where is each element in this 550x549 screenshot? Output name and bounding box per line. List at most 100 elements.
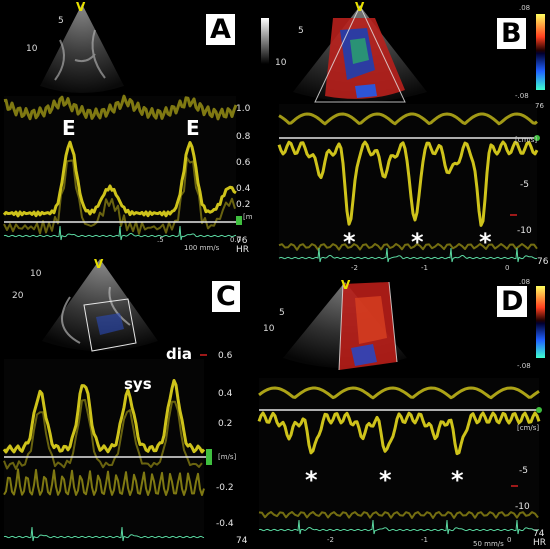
doppler-low-d bbox=[258, 511, 539, 519]
color-scale-bottom-d: -.08 bbox=[517, 362, 531, 370]
doppler-aliasing-a bbox=[3, 94, 238, 121]
depth-mark-c-20: 20 bbox=[12, 291, 24, 301]
star-d-1: * bbox=[305, 466, 318, 494]
doppler-positive-d bbox=[258, 386, 540, 400]
unit-c: [m/s] bbox=[218, 453, 237, 461]
time-tick-d-2: -1 bbox=[421, 536, 428, 544]
grayscale-bar-b bbox=[261, 18, 269, 64]
y-tick-c-3: 0.2 bbox=[218, 419, 233, 429]
heart-rate-value-d: 74 bbox=[533, 529, 545, 539]
doppler-envelope-b bbox=[277, 140, 539, 227]
time-tick-b-1: -2 bbox=[351, 264, 358, 272]
depth-mark-a-5: 5 bbox=[58, 16, 64, 26]
doppler-low-b bbox=[278, 243, 538, 251]
y-tick-d-2: -10 bbox=[515, 502, 530, 512]
y-tick-a-3: 0.6 bbox=[236, 158, 251, 168]
panel-label-a: A bbox=[206, 14, 235, 45]
doppler-envelope-d bbox=[257, 411, 541, 456]
panel-b: V 5 10 B .08 -.08 76 [cm/s] -5 -10 * * *… bbox=[255, 0, 550, 275]
y-tick-d-1: -5 bbox=[519, 466, 528, 476]
depth-mark-b-10: 10 bbox=[275, 58, 287, 68]
doppler-area-d bbox=[259, 378, 539, 528]
y-tick-c-2: 0.4 bbox=[218, 389, 233, 399]
ecg-trace-d bbox=[258, 519, 540, 535]
star-b-2: * bbox=[411, 228, 424, 256]
y-tick-c-4: -0.2 bbox=[216, 483, 234, 493]
baseline-marker-c bbox=[206, 449, 212, 465]
sweep-a: 100 mm/s bbox=[184, 244, 220, 252]
panel-d-graphics bbox=[257, 281, 545, 535]
depth-mark-a-10: 10 bbox=[26, 44, 38, 54]
sample-box-c bbox=[83, 298, 137, 352]
panel-label-d: D bbox=[497, 286, 528, 317]
panel-label-c: C bbox=[212, 281, 240, 312]
color-scale-bottom-b: -.08 bbox=[515, 92, 529, 100]
y-tick-a-5: 0.2 bbox=[236, 200, 251, 210]
unit-d: [cm/s] bbox=[517, 424, 540, 432]
y-tick-a-4: 0.4 bbox=[236, 184, 251, 194]
panel-a-graphics bbox=[2, 4, 242, 241]
ecg-trace-a bbox=[3, 225, 237, 241]
depth-mark-d-5: 5 bbox=[279, 308, 285, 318]
y-tick-c-1: 0.6 bbox=[218, 351, 233, 361]
baseline-marker-a bbox=[236, 216, 242, 225]
color-scale-d bbox=[536, 286, 545, 358]
doppler-envelope-c bbox=[2, 379, 206, 454]
dia-label: dia bbox=[166, 345, 193, 363]
time-tick-b-3: 0 bbox=[505, 264, 510, 272]
echo-sector-a bbox=[40, 4, 124, 93]
depth-mark-b-5: 5 bbox=[298, 26, 304, 36]
time-tick-d-1: -2 bbox=[327, 536, 334, 544]
panel-a: V 5 10 A E E 1.0 0.8 0.6 0.4 0.2 [m/s] .… bbox=[0, 0, 252, 254]
heart-rate-d: 74 HR bbox=[533, 529, 547, 549]
panel-c-graphics bbox=[2, 259, 212, 542]
doppler-trace-d bbox=[257, 386, 541, 519]
doppler-fill-c bbox=[3, 399, 203, 470]
e-wave-label-2: E bbox=[186, 116, 200, 140]
e-wave-label-1: E bbox=[62, 116, 76, 140]
heart-rate-a: 76 HR bbox=[236, 236, 250, 254]
echo-sector-c bbox=[42, 259, 158, 351]
time-tick-b-2: -1 bbox=[421, 264, 428, 272]
doppler-fill-a bbox=[3, 157, 236, 235]
doppler-trace-c bbox=[2, 379, 206, 496]
ecg-trace-c bbox=[3, 526, 205, 542]
probe-mark-a: V bbox=[76, 0, 86, 14]
depth-mark-d-10: 10 bbox=[263, 324, 275, 334]
y-tick-b-1: -5 bbox=[520, 180, 529, 190]
doppler-trace-b bbox=[277, 112, 539, 251]
heart-rate-label-d: HR bbox=[533, 538, 547, 549]
ecg-trace-b bbox=[278, 247, 538, 263]
color-scale-top-b: .08 bbox=[519, 4, 531, 12]
panel-d: V 5 10 D .08 -.08 [cm/s] -5 -10 * * * -2… bbox=[255, 278, 550, 549]
heart-rate-label-a: HR bbox=[236, 245, 250, 254]
star-b-3: * bbox=[479, 228, 492, 256]
doppler-envelope-a bbox=[2, 140, 237, 218]
probe-mark-d: V bbox=[341, 278, 351, 292]
color-scale-b bbox=[536, 14, 545, 90]
doppler-negative-c bbox=[3, 468, 205, 496]
time-tick-a-2: 0.0 bbox=[230, 236, 242, 244]
y-tick-b-2: -10 bbox=[517, 226, 532, 236]
sys-label: sys bbox=[124, 375, 152, 393]
panel-c: V 10 20 C dia sys 0.6 0.4 0.2 [m/s] -0.2… bbox=[0, 257, 252, 549]
unit-a: [m/s] bbox=[243, 213, 252, 221]
y-tick-a-2: 0.8 bbox=[236, 132, 251, 142]
star-d-3: * bbox=[451, 466, 464, 494]
panel-label-b: B bbox=[497, 18, 526, 49]
star-d-2: * bbox=[379, 466, 392, 494]
heart-rate-value-b: 76 bbox=[537, 257, 549, 267]
time-tick-a-1: .5 bbox=[157, 236, 164, 244]
sweep-d: 50 mm/s bbox=[473, 540, 504, 548]
heart-rate-value-a: 76 bbox=[236, 236, 248, 246]
doppler-positive-b bbox=[278, 112, 538, 126]
y-tick-a-1: 1.0 bbox=[236, 104, 251, 114]
unit-b: [cm/s] bbox=[515, 136, 538, 144]
y-tick-c-5: -0.4 bbox=[216, 519, 234, 529]
probe-mark-b: V bbox=[355, 0, 365, 14]
color-scale-value-b: 76 bbox=[535, 102, 544, 110]
heart-rate-value-c: 74 bbox=[236, 536, 248, 546]
probe-mark-c: V bbox=[94, 257, 104, 271]
color-scale-top-d: .08 bbox=[519, 278, 531, 286]
